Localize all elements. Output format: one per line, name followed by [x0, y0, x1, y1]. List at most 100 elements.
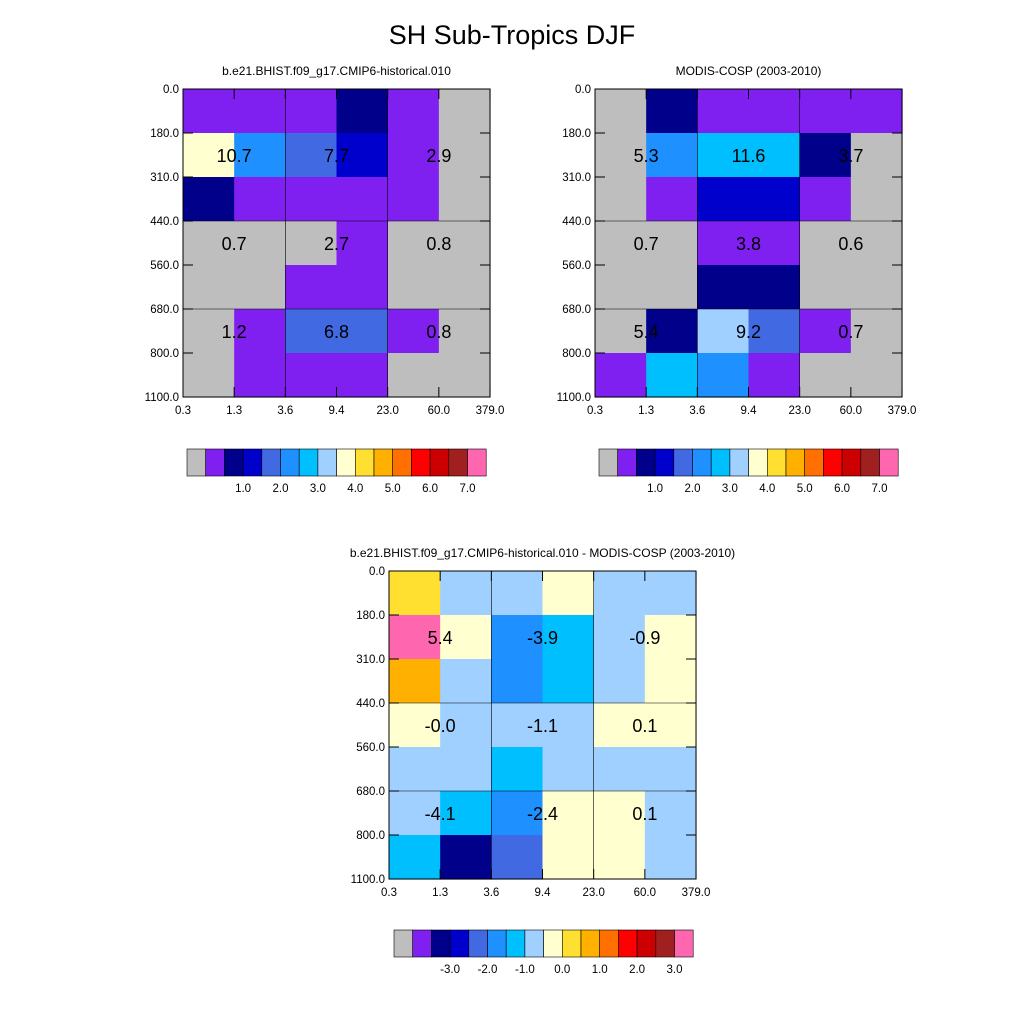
colorbar-label: 1.0	[592, 964, 608, 976]
heatmap-cell	[799, 353, 852, 398]
heatmap-cell	[646, 133, 698, 178]
colorbar-swatch	[298, 448, 319, 477]
block-value-label: -4.1	[425, 804, 456, 824]
x-tick-label: 9.4	[329, 405, 346, 417]
y-tick-label: 440.0	[356, 698, 385, 710]
colorbar-label: -2.0	[478, 964, 498, 976]
y-tick-label: 560.0	[150, 260, 179, 272]
y-tick-label: 310.0	[150, 172, 179, 184]
heatmap-cell	[285, 353, 338, 398]
heatmap-cell	[183, 353, 235, 398]
heatmap-cell	[440, 703, 492, 748]
colorbar-swatch	[468, 929, 488, 958]
heatmap-cell	[183, 221, 235, 266]
heatmap-cell	[697, 353, 750, 398]
colorbar-swatch	[748, 448, 768, 477]
heatmap-cell	[387, 309, 440, 354]
x-tick-label: 60.0	[428, 405, 450, 417]
heatmap-cell	[389, 703, 441, 748]
colorbar-swatch	[580, 929, 601, 958]
heatmap-cell	[593, 703, 646, 748]
heatmap-cell	[183, 89, 235, 134]
colorbar-swatch	[598, 448, 619, 477]
heatmap-cell	[438, 309, 491, 354]
heatmap-cell	[387, 221, 440, 266]
heatmap-cell	[491, 835, 544, 880]
heatmap-cell	[285, 177, 338, 222]
colorbar-swatch	[543, 929, 563, 958]
heatmap-cell	[387, 353, 440, 398]
heatmap-cell	[646, 177, 698, 222]
y-tick-label: 680.0	[150, 304, 179, 316]
heatmap-cell	[595, 265, 647, 310]
y-tick-label: 680.0	[562, 304, 591, 316]
heatmap-cell	[799, 265, 852, 310]
colorbar-swatch	[618, 929, 638, 958]
y-tick-label: 440.0	[562, 216, 591, 228]
heatmap-cell	[644, 703, 697, 748]
y-tick-label: 180.0	[150, 128, 179, 140]
y-tick-label: 800.0	[562, 348, 591, 360]
heatmap-cell	[850, 265, 903, 310]
heatmap-cell	[285, 133, 338, 178]
colorbar-label: 7.0	[460, 483, 476, 495]
colorbar-label: 6.0	[422, 483, 438, 495]
heatmap-cell	[438, 89, 491, 134]
heatmap-cell	[542, 747, 595, 792]
heatmap-cell	[285, 221, 338, 266]
heatmap-cell	[697, 221, 750, 266]
colorbar-swatch	[186, 448, 207, 477]
heatmap-cell	[234, 133, 286, 178]
colorbar-swatch	[431, 929, 451, 958]
colorbar-label: 4.0	[347, 483, 363, 495]
panel-title: b.e21.BHIST.f09_g17.CMIP6-historical.010…	[350, 546, 735, 560]
heatmap-cell	[697, 133, 750, 178]
heatmap-cell	[799, 89, 852, 134]
panel-3: b.e21.BHIST.f09_g17.CMIP6-historical.010…	[350, 546, 735, 976]
y-tick-label: 800.0	[356, 830, 385, 842]
colorbar-label: 4.0	[759, 483, 775, 495]
heatmap-cell	[697, 89, 750, 134]
block-value-label: 0.7	[222, 234, 247, 254]
y-tick-label: 180.0	[562, 128, 591, 140]
colorbar-swatch	[505, 929, 526, 958]
x-tick-label: 60.0	[634, 887, 656, 899]
heatmap-cell	[595, 89, 647, 134]
colorbar-swatch	[429, 448, 450, 477]
colorbar-swatch	[841, 448, 862, 477]
y-tick-label: 310.0	[562, 172, 591, 184]
colorbar-label: -1.0	[515, 964, 535, 976]
y-tick-label: 0.0	[369, 566, 385, 578]
heatmap-cell	[644, 747, 697, 792]
colorbar-swatch	[636, 929, 657, 958]
y-tick-label: 1100.0	[145, 392, 179, 404]
colorbar-label: 3.0	[310, 483, 326, 495]
x-tick-label: 0.3	[587, 405, 603, 417]
heatmap-cell	[389, 835, 441, 880]
block-value-label: -3.9	[527, 628, 558, 648]
colorbar-label: 2.0	[685, 483, 701, 495]
heatmap-cell	[595, 309, 647, 354]
heatmap-cell	[440, 791, 492, 836]
heatmap-cell	[440, 835, 492, 880]
block-value-label: 7.7	[324, 146, 349, 166]
heatmap-cell	[438, 265, 491, 310]
y-tick-label: 0.0	[575, 84, 591, 96]
heatmap-cell	[183, 177, 235, 222]
block-value-label: 2.7	[324, 234, 349, 254]
heatmap-cell	[593, 835, 646, 880]
colorbar-swatch	[412, 929, 432, 958]
panel-2: MODIS-COSP (2003-2010) 0.0 180.0 310.0 440.0…	[557, 64, 917, 495]
colorbar-swatch	[766, 448, 787, 477]
heatmap-cell	[285, 309, 338, 354]
heatmap-cell	[799, 309, 852, 354]
colorbar-swatch	[205, 448, 225, 477]
colorbar-swatch	[317, 448, 337, 477]
x-tick-label: 1.3	[638, 405, 654, 417]
y-tick-label: 440.0	[150, 216, 179, 228]
y-tick-label: 310.0	[356, 654, 385, 666]
colorbar-label: 2.0	[273, 483, 289, 495]
colorbar-swatch	[261, 448, 281, 477]
colorbar-swatch	[823, 448, 843, 477]
heatmap-cell	[646, 309, 698, 354]
